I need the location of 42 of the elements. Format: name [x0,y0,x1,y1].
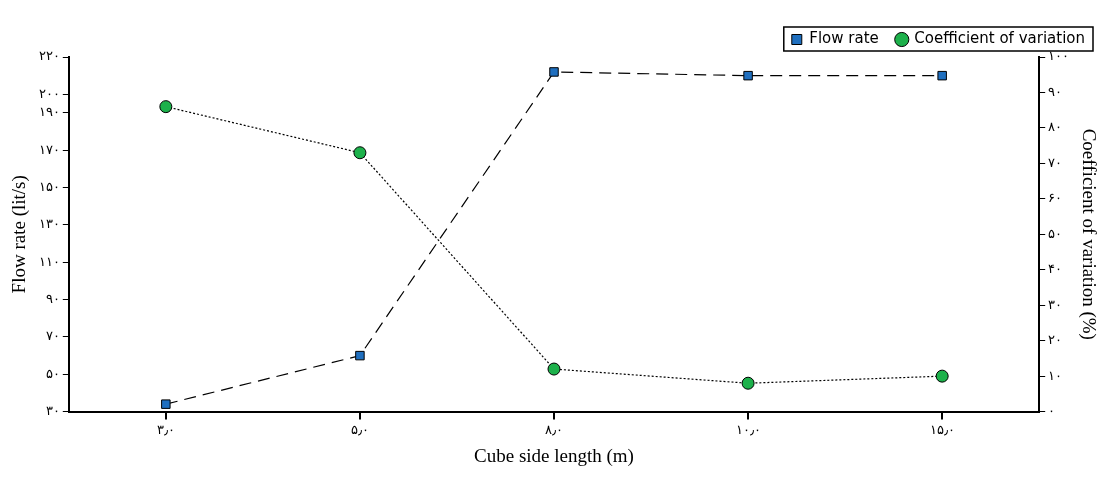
y-tick-label: ۹۰ [45,291,60,307]
x-tick-label: ۱۵٫۰ [929,421,955,437]
point [743,70,753,81]
y2-tick-label: ۷۰ [1048,154,1063,170]
point [937,70,947,81]
y2-axis-title: Coefficient of variation (%) [1077,128,1100,340]
y-tick-label: ۱۷۰ [38,141,60,157]
legend-label: Coefficient of variation [914,29,1086,48]
point [935,369,949,383]
point [353,146,367,160]
y-tick-label: ۱۱۰ [38,253,60,269]
x-tick-label: ۸٫۰ [545,421,563,437]
point [547,362,561,376]
point [161,399,171,409]
y-tick-label: ۲۰۰ [38,85,60,101]
x-axis-title: Cube side length (m) [474,444,634,467]
y-tick-label: ۷۰ [45,328,60,344]
y-tick-label: ۱۳۰ [38,216,60,232]
y2-tick-label: ۹۰ [1048,83,1063,99]
y2-tick-label: ۱۰ [1048,367,1063,383]
legend-label: Flow rate [809,29,879,48]
y2-tick-label: ۳۰ [1048,296,1063,312]
y-tick-label: ۱۵۰ [38,179,60,195]
x-tick-label: ۳٫۰ [156,421,175,437]
y2-tick-label: ۸۰ [1048,119,1063,135]
x-tick-label: ۵٫۰ [350,421,369,437]
y2-tick-label: ۶۰ [1048,190,1063,206]
y-tick-label: ۵۰ [45,365,60,381]
point [355,350,365,361]
point [741,376,755,390]
x-tick-label: ۱۰٫۰ [735,421,761,437]
y-axis-title: Flow rate (lit/s) [8,175,31,294]
point [549,67,559,77]
y2-tick-label: ۱۰۰ [1048,48,1070,64]
y2-tick-label: ۴۰ [1048,261,1063,277]
y-tick-label: ۳۰ [45,403,60,419]
y-tick-label: ۲۲۰ [38,48,60,64]
y-tick-label: ۱۹۰ [38,104,60,120]
y2-tick-label: ۰ [1048,403,1056,419]
point [159,100,173,114]
y2-tick-label: ۲۰ [1048,332,1063,348]
y2-tick-label: ۵۰ [1048,225,1063,241]
